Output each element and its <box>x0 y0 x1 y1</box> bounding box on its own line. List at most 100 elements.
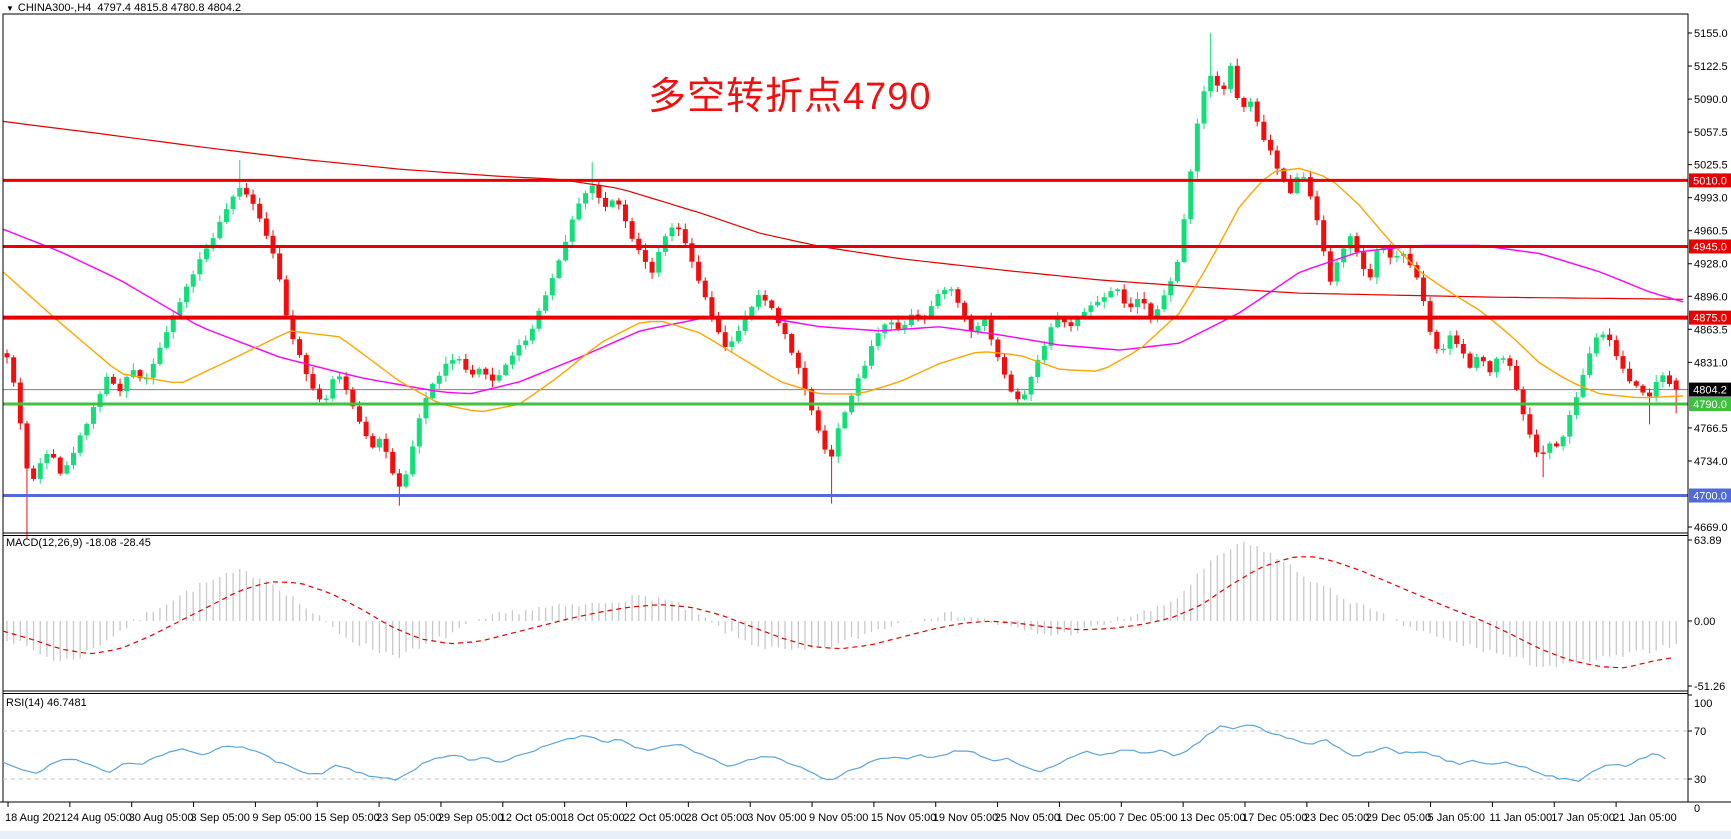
price-badge-label: 4790.0 <box>1693 399 1727 411</box>
ma-slow-line <box>2 120 1684 300</box>
candle-up <box>1181 219 1187 262</box>
candle-down <box>489 374 495 381</box>
x-axis-time-label: 23 Dec 05:00 <box>1304 812 1369 824</box>
y-axis-price-label: 4928.0 <box>1694 259 1728 271</box>
candle-up <box>403 474 409 487</box>
candle-up <box>423 398 429 419</box>
candle-up <box>742 316 748 331</box>
candle-up <box>549 278 555 296</box>
plot-border <box>2 13 1689 803</box>
candle-up <box>124 377 130 392</box>
candle-down <box>1647 392 1653 397</box>
x-axis-time-label: 15 Sep 05:00 <box>314 812 379 824</box>
y-axis-price-label: 5057.5 <box>1694 127 1728 139</box>
candle-up <box>656 251 662 273</box>
rsi-indicator-label: RSI(14) 46.7481 <box>6 697 87 709</box>
candle-down <box>297 339 303 356</box>
rsi-line <box>2 724 1666 782</box>
candle-up <box>569 219 575 242</box>
candle-down <box>1354 236 1360 253</box>
x-axis-time-label: 7 Dec 05:00 <box>1118 812 1177 824</box>
candle-down <box>596 185 602 198</box>
candle-down <box>622 204 628 222</box>
x-axis-time-label: 28 Oct 05:00 <box>685 812 748 824</box>
x-axis-time-label: 3 Nov 05:00 <box>747 812 806 824</box>
candle-down <box>1128 303 1134 308</box>
candle-down <box>1241 98 1247 107</box>
candle-down <box>1221 85 1227 89</box>
candle-down <box>1141 298 1147 304</box>
candle-down <box>722 332 728 347</box>
candle-down <box>616 200 622 205</box>
x-axis-time-label: 9 Sep 05:00 <box>252 812 311 824</box>
x-axis-time-label: 25 Nov 05:00 <box>995 812 1060 824</box>
price-level-badge <box>1689 310 1731 325</box>
candle-up <box>982 319 988 327</box>
candle-up <box>875 333 881 347</box>
candle-up <box>1474 357 1480 368</box>
candle-down <box>642 250 648 262</box>
candle-up <box>217 221 223 239</box>
candle-up <box>935 294 941 307</box>
candle-down <box>782 323 788 335</box>
candle-up <box>1228 65 1234 89</box>
candle-up <box>1347 236 1353 249</box>
candle-up <box>230 196 236 210</box>
candle-up <box>729 341 735 347</box>
candle-up <box>204 248 209 260</box>
candle-down <box>470 369 475 375</box>
candle-down <box>895 322 901 329</box>
price-badge-label: 5010.0 <box>1693 175 1727 187</box>
bottom-strip <box>0 831 1731 839</box>
y-axis-price-label: 5025.5 <box>1694 160 1728 172</box>
candle-down <box>629 221 635 239</box>
candle-down <box>356 406 362 422</box>
y-axis-price-label: 5155.0 <box>1694 28 1728 40</box>
candle-up <box>928 306 934 318</box>
price-level-badge <box>1689 488 1731 503</box>
candle-up <box>1101 297 1107 302</box>
candle-up <box>130 370 136 378</box>
candle-up <box>1115 289 1121 292</box>
candle-down <box>11 357 17 383</box>
candle-up <box>443 363 449 376</box>
candle-down <box>1527 414 1533 435</box>
candle-down <box>762 295 768 301</box>
candle-up <box>583 193 589 204</box>
candle-down <box>1487 361 1493 373</box>
rsi-axis-label: 100 <box>1694 698 1712 710</box>
candle-up <box>1088 305 1094 312</box>
candle-down <box>370 436 376 448</box>
candle-down <box>117 383 123 392</box>
candle-up <box>330 379 336 399</box>
macd-axis-label: 63.89 <box>1694 535 1722 547</box>
candle-up <box>1095 301 1101 306</box>
candle-down <box>463 358 469 370</box>
candle-down <box>1640 385 1646 393</box>
candle-up <box>1055 316 1061 328</box>
ma-fast-line <box>2 167 1684 413</box>
candle-up <box>1154 309 1160 317</box>
price-level-badge <box>1689 173 1731 188</box>
candle-down <box>1480 357 1486 362</box>
candle-down <box>1540 452 1546 454</box>
candle-down <box>110 376 116 384</box>
symbol-dropdown-icon[interactable]: ▼ <box>6 4 14 13</box>
candle-down <box>483 368 489 375</box>
candle-down <box>636 238 642 251</box>
candle-down <box>676 227 682 230</box>
price-badge-label: 4875.0 <box>1693 313 1727 325</box>
candle-down <box>1268 139 1273 151</box>
candle-up <box>1075 318 1081 327</box>
candle-down <box>968 315 974 331</box>
candle-up <box>1294 177 1300 194</box>
candle-up <box>1161 295 1167 310</box>
symbol-title: CHINA300-,H4 <box>17 2 92 14</box>
x-axis-time-label: 21 Jan 05:00 <box>1613 812 1677 824</box>
candle-down <box>51 453 57 458</box>
ohlc-quote: 4797.4 4815.8 4780.8 4804.2 <box>97 2 242 14</box>
candle-up <box>516 345 522 356</box>
candle-up <box>44 453 50 464</box>
x-axis-time-label: 19 Nov 05:00 <box>933 812 998 824</box>
